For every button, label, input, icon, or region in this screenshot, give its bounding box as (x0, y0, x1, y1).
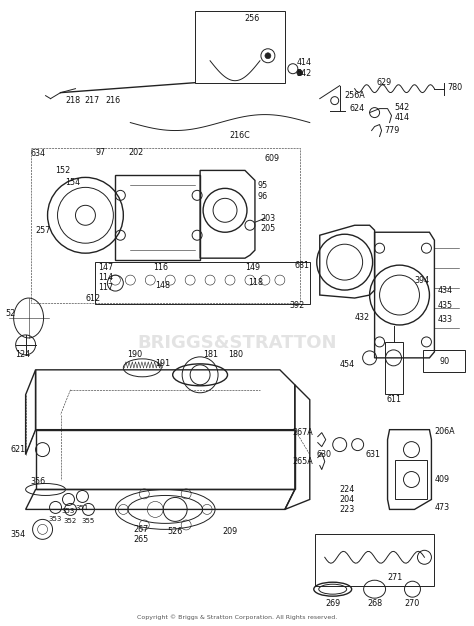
Text: 180: 180 (228, 351, 243, 359)
Text: 265A: 265A (292, 457, 313, 466)
Bar (423, 350, 465, 372)
Text: 116: 116 (153, 263, 168, 272)
Text: 526: 526 (167, 527, 183, 536)
Text: 631: 631 (365, 450, 381, 459)
Text: 621: 621 (10, 445, 26, 454)
Text: 217: 217 (85, 96, 100, 105)
Text: 95: 95 (258, 181, 268, 190)
Text: 779: 779 (384, 126, 400, 135)
Text: 223: 223 (340, 505, 355, 514)
Text: 206A: 206A (434, 427, 455, 436)
Text: 149: 149 (245, 263, 260, 272)
Bar (195, 11, 285, 83)
Bar (95, 262, 310, 304)
Text: 257: 257 (36, 226, 51, 235)
Text: 154: 154 (65, 178, 81, 187)
Text: 204: 204 (340, 495, 355, 504)
Text: 96: 96 (258, 192, 268, 201)
Text: 392: 392 (290, 300, 305, 309)
Text: 352: 352 (64, 518, 77, 525)
Text: 256: 256 (244, 14, 260, 23)
Text: 216C: 216C (229, 131, 250, 140)
Text: 630: 630 (317, 450, 332, 459)
Text: 148: 148 (155, 280, 170, 290)
Text: 118: 118 (248, 277, 263, 287)
Text: 268: 268 (367, 598, 382, 608)
Text: 434: 434 (438, 285, 452, 295)
Bar (384, 342, 402, 394)
Text: 433: 433 (438, 316, 452, 324)
Text: 271: 271 (387, 573, 402, 582)
Text: 265: 265 (133, 535, 148, 544)
Bar (31, 148, 300, 303)
Text: 205: 205 (260, 223, 275, 233)
Text: 542: 542 (297, 69, 312, 78)
Text: 203: 203 (260, 213, 275, 223)
Text: 97: 97 (95, 148, 106, 157)
Text: Copyright © Briggs & Stratton Corporation. All Rights reserved.: Copyright © Briggs & Stratton Corporatio… (137, 614, 337, 620)
Text: 216: 216 (106, 96, 121, 105)
Text: 218: 218 (65, 96, 80, 105)
Text: 191: 191 (155, 359, 170, 368)
Text: 124: 124 (16, 351, 31, 359)
Text: 473: 473 (434, 503, 449, 512)
Text: 351: 351 (76, 505, 89, 511)
Text: 181: 181 (203, 351, 218, 359)
Text: 356: 356 (31, 477, 46, 486)
Text: 90: 90 (439, 357, 449, 366)
Text: 780: 780 (447, 83, 463, 92)
Text: 612: 612 (85, 294, 100, 302)
Text: 355: 355 (82, 518, 95, 525)
Text: 270: 270 (405, 598, 420, 608)
Text: 202: 202 (128, 148, 144, 157)
Text: 353: 353 (62, 508, 75, 515)
Text: 114: 114 (99, 272, 113, 282)
Text: 267: 267 (133, 525, 148, 534)
Text: 609: 609 (265, 154, 280, 163)
Circle shape (297, 69, 303, 76)
Text: 432: 432 (355, 314, 370, 322)
Text: 414: 414 (297, 58, 312, 67)
Text: 267A: 267A (292, 428, 313, 437)
Text: 256A: 256A (345, 91, 365, 100)
Text: 52: 52 (5, 309, 16, 317)
Text: 354: 354 (10, 530, 26, 539)
Text: 190: 190 (127, 351, 142, 359)
Text: 152: 152 (55, 166, 71, 175)
Text: 147: 147 (99, 263, 114, 272)
Text: 634: 634 (31, 149, 46, 158)
Text: 542: 542 (394, 103, 410, 112)
Text: 409: 409 (434, 475, 449, 484)
Text: 611: 611 (386, 395, 401, 404)
Text: 414: 414 (394, 113, 410, 122)
Text: 269: 269 (325, 598, 340, 608)
Text: 224: 224 (340, 485, 355, 494)
Circle shape (265, 53, 271, 59)
Text: 681: 681 (295, 260, 310, 270)
Text: 435: 435 (438, 300, 453, 309)
Text: 394: 394 (414, 275, 429, 285)
Text: 454: 454 (339, 361, 355, 369)
Text: 209: 209 (222, 527, 237, 536)
Text: 117: 117 (99, 282, 114, 292)
Text: 353: 353 (49, 516, 62, 522)
Text: 624: 624 (349, 104, 365, 113)
Text: 629: 629 (377, 78, 392, 87)
Text: BRIGGS&STRATTON: BRIGGS&STRATTON (137, 334, 337, 352)
Bar (315, 535, 434, 586)
